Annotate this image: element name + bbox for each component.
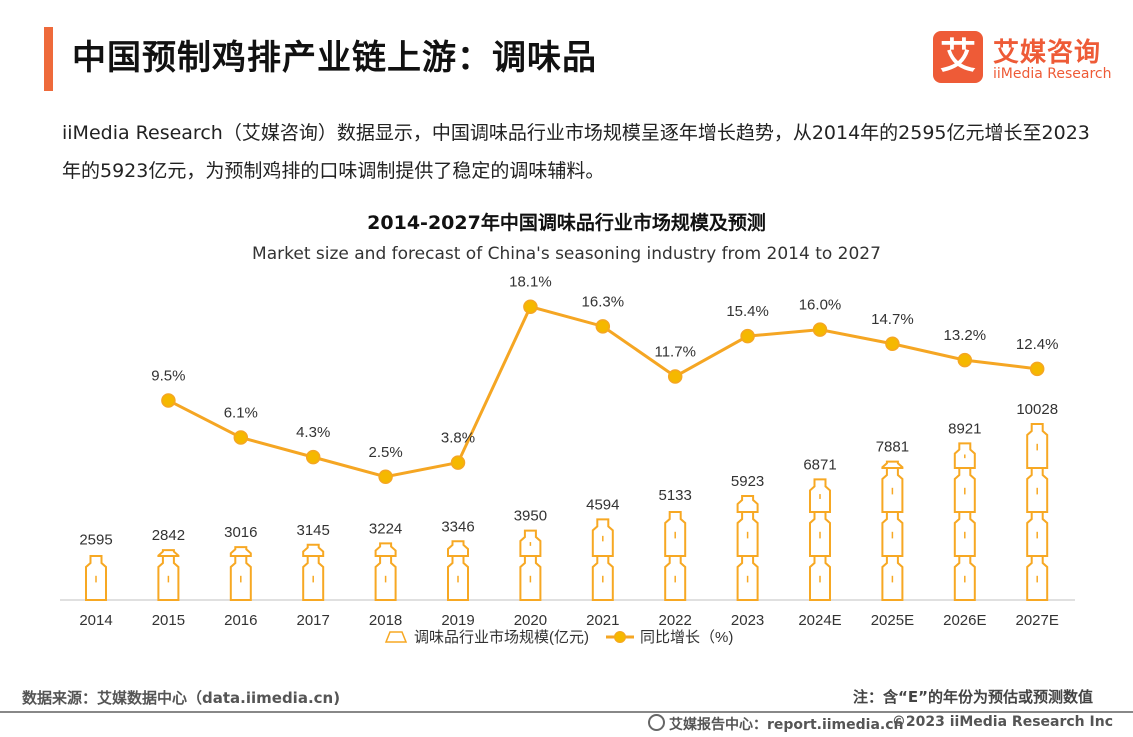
growth-label: 9.5%: [151, 367, 185, 384]
bar-2014: [85, 555, 107, 601]
growth-point: [812, 322, 828, 337]
bar-2018: [374, 542, 397, 601]
data-source: 数据来源：艾媒数据中心（data.iimedia.cn): [22, 689, 341, 707]
logo-text-cn: 艾媒咨询: [993, 38, 1102, 68]
page-title: 中国预制鸡排产业链上游：调味品: [72, 38, 597, 78]
bar-value-label: 3950: [514, 508, 547, 525]
growth-label: 18.1%: [509, 274, 552, 291]
footer-report-link[interactable]: 艾媒报告中心：report.iimedia.cn: [648, 714, 904, 734]
x-tick-label: 2020: [514, 612, 547, 629]
growth-label: 13.2%: [944, 327, 987, 344]
x-tick-label: 2014: [79, 612, 112, 629]
bar-2019: [447, 540, 469, 601]
growth-label: 14.7%: [871, 311, 914, 328]
bar-value-label: 3145: [297, 522, 330, 539]
x-tick-label: 2017: [297, 612, 330, 629]
intro-paragraph: iiMedia Research（艾媒咨询）数据显示，中国调味品行业市场规模呈逐…: [62, 122, 1090, 182]
growth-label: 2.5%: [368, 444, 402, 461]
growth-label: 15.4%: [726, 303, 769, 320]
growth-label: 6.1%: [224, 405, 258, 422]
bar-value-label: 6871: [803, 456, 836, 473]
growth-label: 16.3%: [582, 293, 625, 310]
chart-canvas: 2595 2014 2842 2015 3016 2016 3145 2017 3224 2018…: [60, 274, 1075, 646]
growth-point: [740, 328, 755, 344]
bar-2026E: [953, 442, 976, 601]
bar-value-label: 8921: [948, 420, 981, 437]
growth-point: [233, 430, 249, 445]
growth-point: [1029, 361, 1045, 377]
bottle-segment: [374, 542, 397, 557]
bar-2027E: [1026, 423, 1049, 601]
bar-value-label: 7881: [876, 439, 909, 456]
bar-2020: [519, 529, 542, 601]
legend-bottle-icon: [384, 631, 408, 643]
bar-2017: [302, 543, 325, 601]
bar-value-label: 5133: [659, 487, 692, 504]
footer-report-text: 艾媒报告中心：report.iimedia.cn: [669, 717, 904, 733]
logo-text-en: iiMedia Research: [993, 66, 1112, 82]
bar-2023: [736, 495, 759, 601]
bar-2022: [664, 511, 687, 601]
legend-label-size: 调味品行业市场规模(亿元): [414, 629, 589, 646]
growth-label: 3.8%: [441, 430, 475, 447]
growth-point: [667, 369, 683, 384]
bar-value-label: 3016: [224, 524, 257, 541]
bar-value-label: 5923: [731, 473, 764, 490]
x-tick-label: 2027E: [1016, 612, 1059, 629]
growth-point: [378, 469, 393, 484]
growth-label: 11.7%: [654, 343, 695, 360]
footer-divider: [0, 711, 1133, 713]
bar-value-label: 2842: [152, 527, 185, 544]
x-tick-label: 2025E: [871, 612, 914, 629]
bottle-segment: [157, 549, 180, 557]
growth-point: [595, 319, 611, 334]
growth-label: 4.3%: [296, 424, 330, 441]
chart-legend: 调味品行业市场规模(亿元) 同比增长（%): [384, 629, 733, 646]
globe-icon: [648, 714, 665, 731]
bar-value-label: 3224: [369, 520, 402, 537]
x-tick-label: 2015: [152, 612, 185, 629]
x-tick-label: 2026E: [943, 612, 986, 629]
bar-2015: [157, 549, 180, 601]
bar-value-label: 3346: [441, 518, 474, 535]
growth-point: [450, 455, 466, 470]
bottle-segment: [881, 460, 904, 469]
x-tick-label: 2016: [224, 612, 257, 629]
bar-2025E: [881, 460, 904, 601]
x-tick-label: 2023: [731, 612, 764, 629]
bar-value-label: 10028: [1016, 401, 1058, 418]
x-tick-label: 2022: [659, 612, 692, 629]
growth-point: [305, 449, 321, 465]
legend-point-icon: [614, 631, 626, 643]
bottle-segment: [302, 543, 325, 557]
bar-2016: [229, 546, 252, 601]
bar-value-label: 4594: [586, 496, 619, 513]
title-accent-bar: [44, 27, 53, 91]
x-tick-label: 2024E: [798, 612, 841, 629]
growth-point: [161, 393, 176, 408]
x-tick-label: 2019: [441, 612, 474, 629]
legend-label-growth: 同比增长（%): [640, 629, 733, 646]
bottle-segment: [229, 546, 252, 557]
bar-2021: [591, 518, 614, 601]
chart-title: 2014-2027年中国调味品行业市场规模及预测: [367, 212, 766, 234]
bottle-segment: [736, 495, 759, 513]
bottle-segment: [447, 540, 469, 557]
iimedia-logo: 艾 艾媒咨询 iiMedia Research: [933, 31, 1113, 87]
x-tick-label: 2021: [586, 612, 619, 629]
bar-2024E: [809, 478, 831, 601]
growth-point: [957, 352, 973, 368]
growth-point: [523, 299, 538, 314]
forecast-note: 注：含“E”的年份为预估或预测数值: [853, 688, 1093, 706]
growth-label: 16.0%: [799, 297, 842, 314]
growth-point: [885, 336, 900, 352]
growth-label: 12.4%: [1016, 336, 1059, 353]
x-tick-label: 2018: [369, 612, 402, 629]
footer-copyright: ©2023 iiMedia Research Inc: [891, 714, 1113, 730]
bar-value-label: 2595: [79, 531, 112, 548]
logo-mark: 艾: [933, 31, 983, 83]
chart-subtitle: Market size and forecast of China's seas…: [252, 244, 881, 264]
